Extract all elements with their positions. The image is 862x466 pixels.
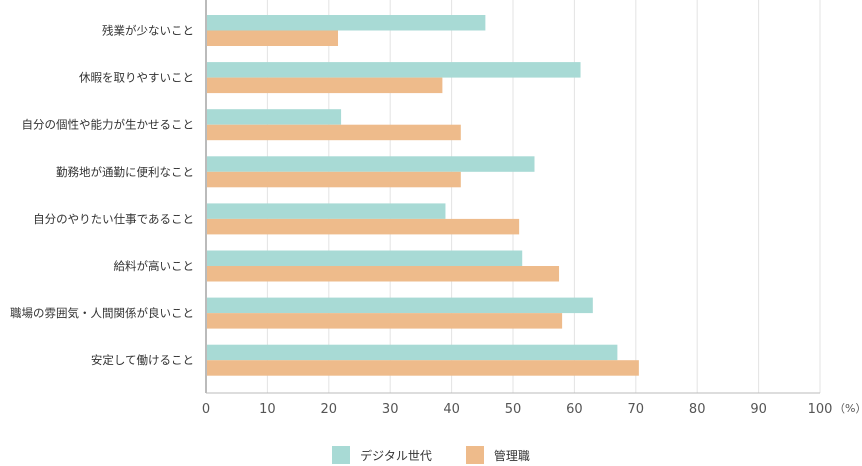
category-label: 職場の雰囲気・人間関係が良いこと	[10, 306, 194, 320]
x-tick-label: 20	[321, 402, 338, 417]
bar	[207, 15, 486, 31]
bar	[207, 30, 339, 46]
x-tick-label: 50	[505, 402, 522, 417]
bar	[207, 250, 523, 266]
x-tick-label: 30	[382, 402, 399, 417]
bar	[207, 62, 581, 78]
category-label: 自分の個性や能力が生かせること	[22, 118, 195, 132]
legend-swatch-manager	[465, 446, 484, 464]
bar	[207, 203, 446, 219]
x-tick-label: 90	[750, 402, 767, 417]
bar	[207, 156, 535, 172]
bar	[207, 344, 618, 361]
bars	[207, 15, 639, 376]
legend-label-manager: 管理職	[493, 448, 530, 463]
category-label: 勤務地が通勤に便利なこと	[56, 165, 194, 179]
category-label: 休暇を取りやすいこと	[79, 71, 194, 85]
x-tick-label: 0	[202, 402, 210, 417]
x-tick-label: 80	[689, 402, 706, 417]
x-tick-label: 100	[808, 402, 833, 417]
x-tick-label: 60	[566, 402, 583, 417]
category-label: 給料が高いこと	[114, 259, 195, 273]
x-unit-label: （%）	[834, 402, 862, 415]
x-tick-label: 40	[443, 402, 460, 417]
bar	[207, 297, 593, 314]
bar	[207, 266, 560, 282]
bar	[207, 313, 563, 329]
legend-label-digital: デジタル世代	[360, 448, 432, 463]
category-labels: 残業が少ないこと休暇を取りやすいこと自分の個性や能力が生かせること勤務地が通勤に…	[10, 24, 194, 368]
category-label: 安定して働けること	[91, 353, 194, 367]
legend-swatch-digital	[332, 446, 351, 464]
x-tick-label: 10	[259, 402, 276, 417]
bar	[207, 109, 342, 125]
bar	[207, 124, 461, 141]
category-label: 残業が少ないこと	[102, 24, 194, 38]
bar	[207, 171, 461, 188]
x-tick-labels: 0 10 20 30 40 50 60 70 80 90 100	[202, 402, 833, 417]
category-label: 自分のやりたい仕事であること	[33, 212, 194, 226]
legend-item-manager: 管理職	[465, 446, 530, 464]
bar	[207, 218, 520, 235]
bar	[207, 360, 639, 376]
legend-item-digital: デジタル世代	[332, 446, 432, 464]
gridlines	[205, 0, 821, 394]
legend: デジタル世代 管理職	[0, 444, 862, 466]
bar	[207, 77, 443, 94]
x-tick-label: 70	[628, 402, 645, 417]
